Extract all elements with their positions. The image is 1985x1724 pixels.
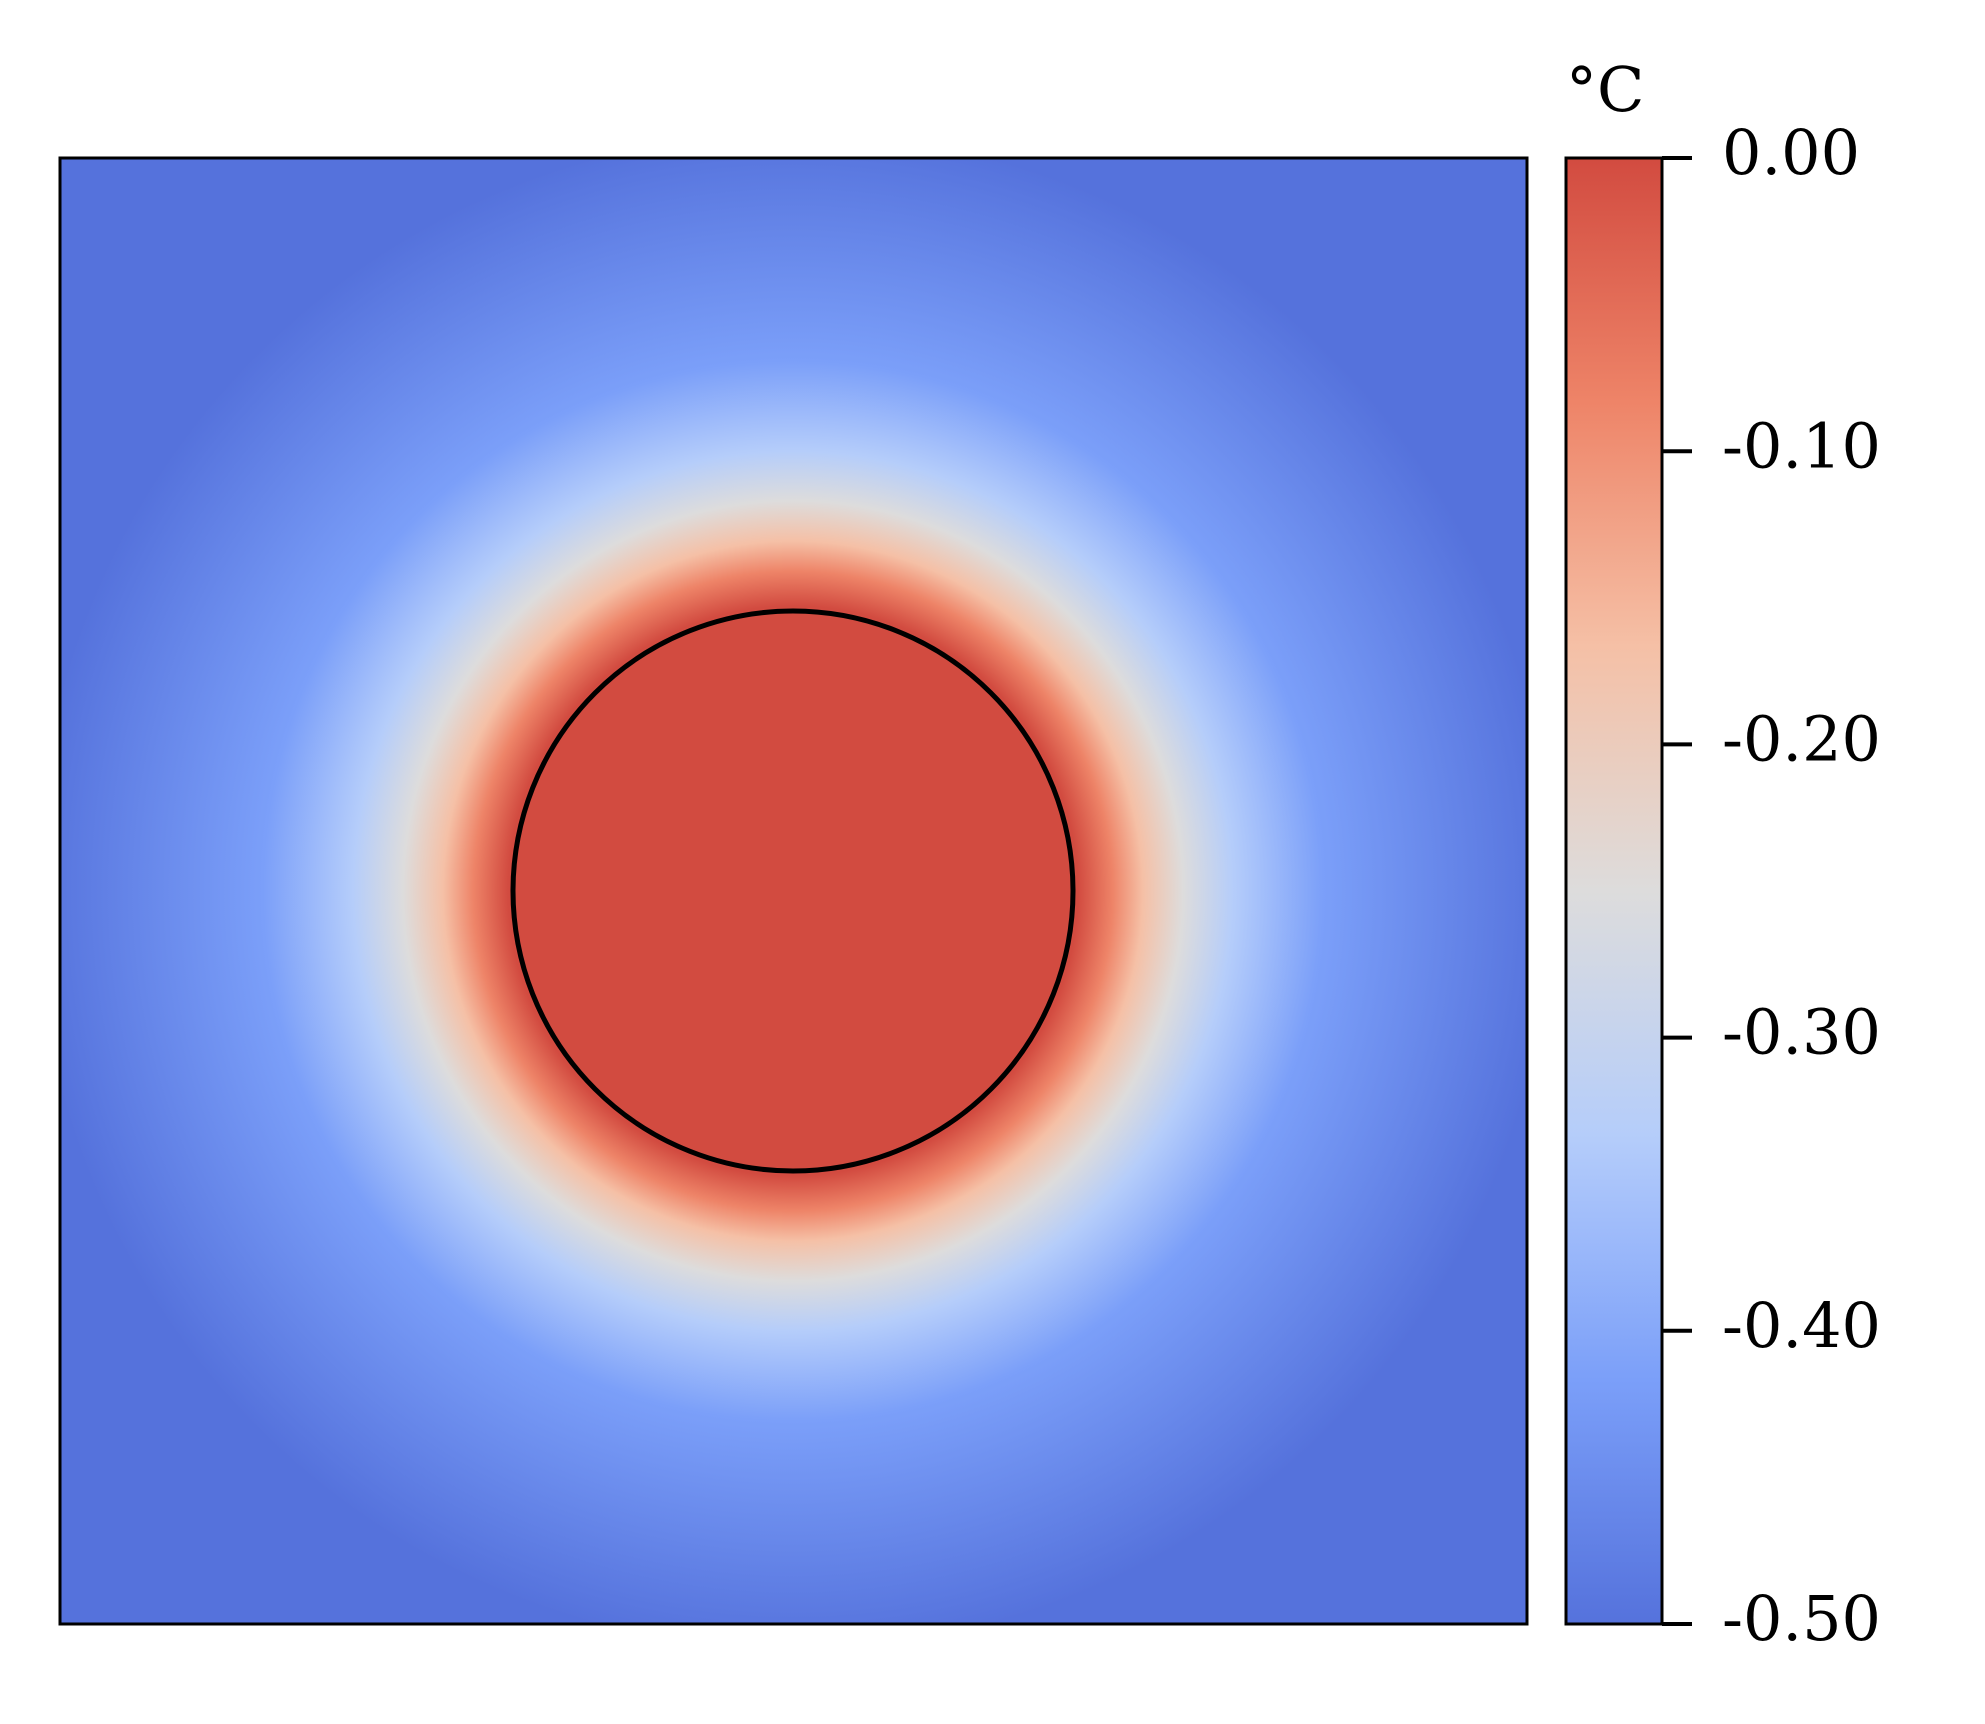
colorbar-tick-label: -0.10 bbox=[1722, 409, 1881, 482]
colorbar-label: °C bbox=[1566, 53, 1644, 126]
colorbar-tick-label: -0.40 bbox=[1722, 1289, 1881, 1362]
colorbar-tick-label: 0.00 bbox=[1722, 116, 1860, 189]
field bbox=[60, 158, 1527, 1624]
colorbar-tick-label: -0.20 bbox=[1722, 703, 1881, 776]
colorbar bbox=[1564, 156, 1664, 1626]
colorbar-tick-label: -0.50 bbox=[1722, 1582, 1881, 1655]
colorbar-tick-label: -0.30 bbox=[1722, 996, 1881, 1069]
inclusion bbox=[510, 608, 1076, 1174]
plot-frame bbox=[58, 156, 1529, 1626]
